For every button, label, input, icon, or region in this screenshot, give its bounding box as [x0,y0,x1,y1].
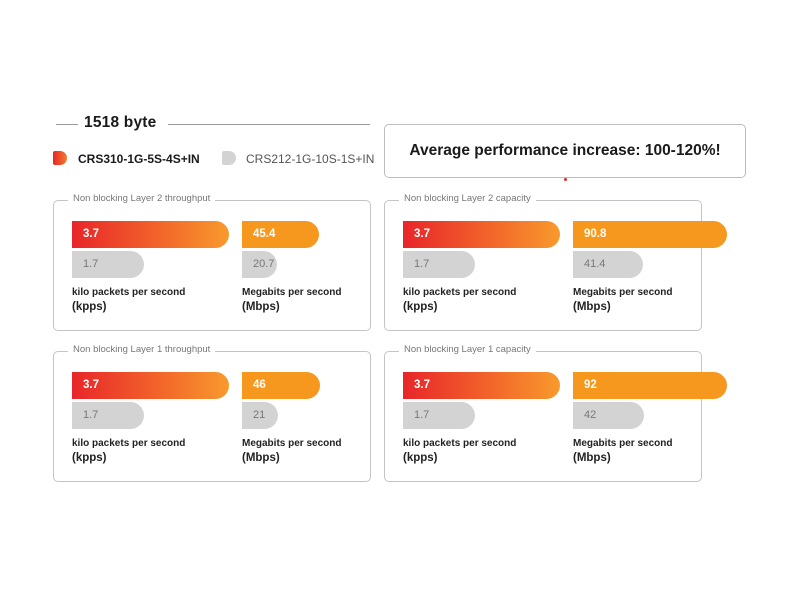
bar-mbps-crs310 [573,372,727,399]
kpps-unit-abbrev: (kpps) [72,301,107,313]
kpps-unit-abbrev: (kpps) [403,301,438,313]
legend-label-crs310: CRS310-1G-5S-4S+IN [78,152,200,166]
title-rule-right [168,124,370,125]
bar-value-mbps-crs212: 20.7 [253,258,275,270]
panel-title: Non blocking Layer 1 throughput [68,344,216,355]
legend-swatch-crs212 [222,151,236,165]
mbps-unit-abbrev: (Mbps) [242,452,280,464]
bar-value-kpps-crs212: 1.7 [414,258,430,270]
panel-non-blocking-layer-1-capacity: Non blocking Layer 1 capacity 3.7 1.7 kilo … [384,344,727,482]
bar-value-kpps-crs310: 3.7 [414,228,430,240]
panel-title: Non blocking Layer 2 capacity [399,193,536,204]
bar-kpps-crs310 [403,221,560,248]
bar-value-kpps-crs310: 3.7 [414,379,430,391]
legend-label-crs212: CRS212-1G-10S-1S+IN [246,152,375,166]
bar-kpps-crs212 [403,251,475,278]
mbps-unit-label: Megabits per second [573,438,673,449]
bar-value-mbps-crs310: 46 [253,379,266,391]
panel-non-blocking-layer-1-throughput: Non blocking Layer 1 throughput 3.7 1.7 kil… [53,344,371,482]
bar-kpps-crs310 [72,372,229,399]
bar-value-kpps-crs310: 3.7 [83,379,99,391]
bar-mbps-crs310 [573,221,727,248]
bar-value-mbps-crs310: 90.8 [584,228,607,240]
title-rule-left [56,124,78,125]
bar-kpps-crs212 [403,402,475,429]
kpps-unit-abbrev: (kpps) [72,452,107,464]
panel-non-blocking-layer-2-throughput: Non blocking Layer 2 throughput 3.7 1.7 kil… [53,193,371,331]
callout-dot [564,178,567,181]
kpps-unit-label: kilo packets per second [403,438,517,449]
bar-kpps-crs212 [72,402,144,429]
bar-value-mbps-crs212: 41.4 [584,258,606,270]
performance-callout-text: Average performance increase: 100-120%! [409,142,721,159]
bar-kpps-crs310 [72,221,229,248]
panel-title: Non blocking Layer 1 capacity [399,344,536,355]
page-title: 1518 byte [84,114,157,131]
performance-callout: Average performance increase: 100-120%! [384,124,746,178]
bar-kpps-crs212 [72,251,144,278]
kpps-unit-label: kilo packets per second [403,287,517,298]
bar-mbps-crs310 [242,372,320,399]
bar-mbps-crs212 [242,251,277,278]
bar-value-mbps-crs310: 45.4 [253,228,276,240]
bar-value-kpps-crs310: 3.7 [83,228,99,240]
mbps-unit-abbrev: (Mbps) [573,452,611,464]
bar-value-mbps-crs212: 42 [584,409,597,421]
bar-mbps-crs212 [242,402,278,429]
mbps-unit-label: Megabits per second [573,287,673,298]
bar-mbps-crs310 [242,221,319,248]
bar-value-kpps-crs212: 1.7 [83,258,99,270]
bar-value-mbps-crs212: 21 [253,409,266,421]
kpps-unit-label: kilo packets per second [72,287,186,298]
bar-mbps-crs212 [573,402,644,429]
mbps-unit-abbrev: (Mbps) [573,301,611,313]
kpps-unit-abbrev: (kpps) [403,452,438,464]
panel-non-blocking-layer-2-capacity: Non blocking Layer 2 capacity 3.7 1.7 kilo … [384,193,727,331]
bar-value-kpps-crs212: 1.7 [83,409,99,421]
bar-kpps-crs310 [403,372,560,399]
panel-title: Non blocking Layer 2 throughput [68,193,216,204]
mbps-unit-abbrev: (Mbps) [242,301,280,313]
legend-swatch-crs310 [53,151,67,165]
kpps-unit-label: kilo packets per second [72,438,186,449]
bar-value-mbps-crs310: 92 [584,379,597,391]
mbps-unit-label: Megabits per second [242,287,342,298]
mbps-unit-label: Megabits per second [242,438,342,449]
bar-value-kpps-crs212: 1.7 [414,409,430,421]
bar-mbps-crs212 [573,251,643,278]
